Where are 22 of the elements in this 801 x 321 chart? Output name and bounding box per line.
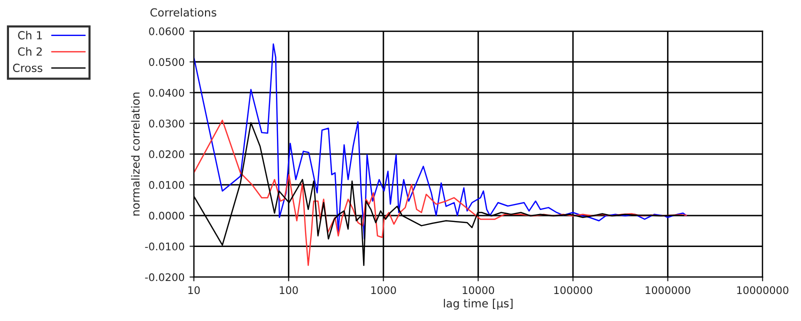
x-tick-label: 1000 <box>371 286 396 294</box>
legend-label: Ch 2 <box>18 47 42 56</box>
x-tick-label: 1000000 <box>646 286 690 294</box>
x-tick-label: 100 <box>280 286 298 294</box>
legend-label: Cross <box>13 64 42 72</box>
x-tick-label: 10000 <box>462 286 494 294</box>
y-axis-title: normalized correlation <box>131 92 140 216</box>
x-tick-label: 10 <box>188 286 200 294</box>
y-tick-label: 0.0400 <box>149 88 184 97</box>
y-tick-label: 0.0000 <box>149 212 184 220</box>
x-tick-label: 100000 <box>554 286 592 294</box>
y-tick-label: 0.0100 <box>149 181 184 189</box>
y-tick-label: -0.0200 <box>145 273 184 282</box>
y-tick-label: 0.0300 <box>149 120 184 128</box>
legend-label: Ch 1 <box>18 30 42 40</box>
y-tick-label: -0.0100 <box>145 242 184 250</box>
x-tick-label: 10000000 <box>737 286 788 294</box>
y-tick-label: 0.0600 <box>149 27 184 36</box>
y-tick-label: 0.0200 <box>149 150 184 158</box>
chart-title: Correlations <box>150 8 216 17</box>
x-axis-title: lag time [µs] <box>444 298 513 310</box>
y-tick-label: 0.0500 <box>149 58 184 66</box>
